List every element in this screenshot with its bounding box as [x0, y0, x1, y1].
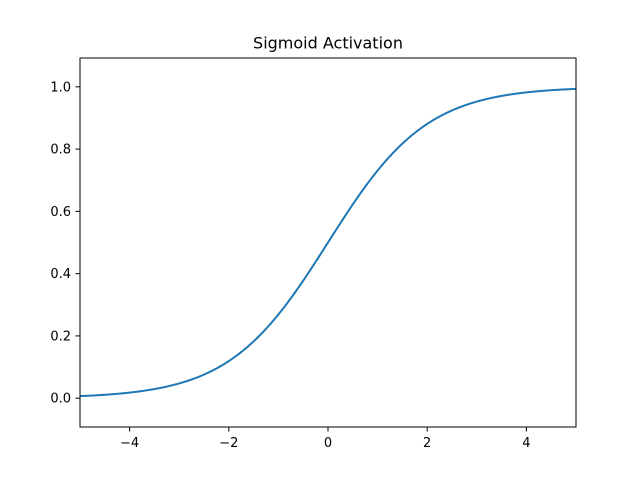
x-tick-label: 4: [522, 436, 530, 451]
x-tick-label: 2: [423, 436, 431, 451]
series-line-0: [79, 87, 577, 398]
x-axis: −4 −2 0 2 4: [120, 427, 531, 451]
x-tick-label: 0: [324, 436, 332, 451]
y-tick-label: 0.6: [50, 205, 71, 220]
y-tick-label: 0.8: [50, 143, 71, 158]
y-axis: 0.0 0.2 0.4 0.6 0.8 1.0: [50, 80, 80, 407]
y-tick-label: 0.0: [50, 392, 71, 407]
x-tick-label: −2: [219, 436, 238, 451]
y-tick-label: 1.0: [50, 80, 71, 95]
plot-frame: [79, 57, 577, 428]
chart-title: Sigmoid Activation: [253, 34, 403, 53]
y-tick-label: 0.2: [50, 329, 71, 344]
x-tick-label: −4: [120, 436, 139, 451]
y-tick-label: 0.4: [50, 267, 71, 282]
series-layer: [79, 87, 577, 398]
